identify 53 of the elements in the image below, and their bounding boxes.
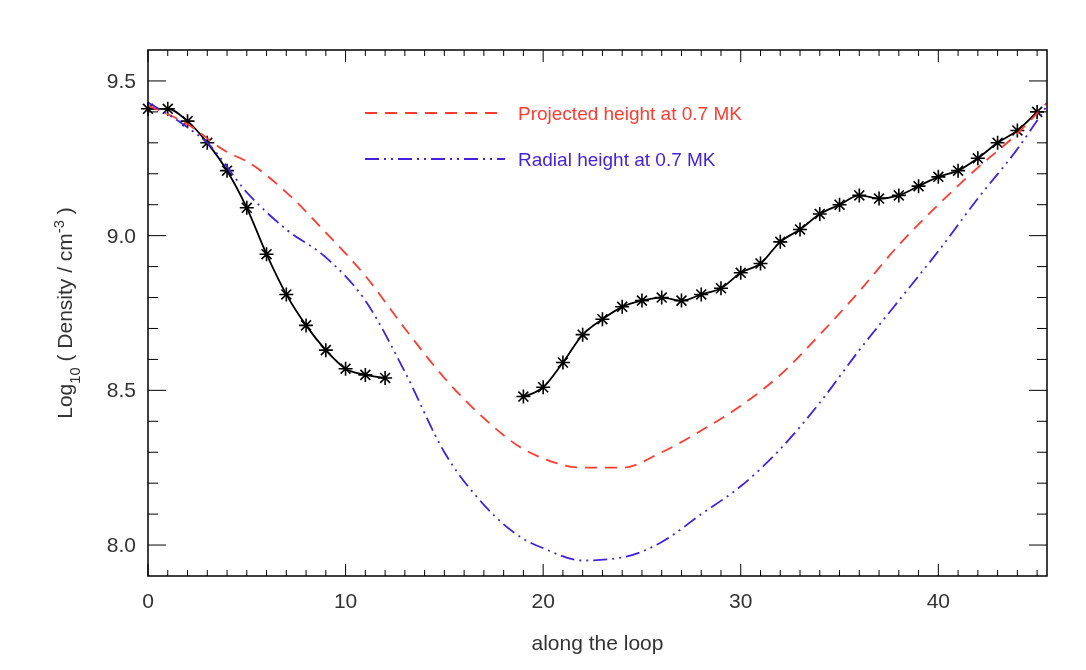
point bbox=[337, 360, 354, 377]
point bbox=[653, 289, 670, 306]
point bbox=[831, 196, 848, 213]
point bbox=[910, 178, 927, 194]
point bbox=[140, 100, 156, 117]
point bbox=[594, 311, 611, 327]
point bbox=[1009, 122, 1026, 139]
point bbox=[515, 388, 532, 405]
point bbox=[278, 286, 295, 303]
line-series bbox=[147, 101, 1048, 562]
point bbox=[792, 221, 808, 238]
text: Projected height at 0.7 MK bbox=[518, 103, 743, 124]
x-axis-title: along the loop bbox=[531, 631, 664, 654]
point bbox=[614, 299, 630, 315]
point bbox=[179, 113, 196, 129]
y-tick-label: 8.0 bbox=[106, 533, 136, 557]
point bbox=[891, 187, 907, 204]
point bbox=[298, 317, 314, 334]
y-tick-label: 9.5 bbox=[106, 68, 136, 92]
point bbox=[357, 367, 374, 383]
point bbox=[673, 292, 690, 309]
x-tick-label: 0 bbox=[142, 589, 154, 612]
point bbox=[970, 150, 986, 167]
point bbox=[752, 255, 769, 272]
x-tick-label: 20 bbox=[531, 589, 555, 612]
point bbox=[772, 234, 789, 250]
point bbox=[535, 379, 551, 396]
point bbox=[713, 280, 729, 297]
y-tick-label: 8.5 bbox=[106, 378, 136, 402]
point bbox=[318, 342, 334, 358]
point bbox=[693, 286, 710, 303]
point bbox=[950, 162, 966, 179]
point bbox=[732, 264, 749, 281]
point bbox=[258, 246, 275, 263]
y-tick-label: 9.0 bbox=[106, 223, 136, 247]
x-tick-label: 30 bbox=[729, 589, 753, 612]
point bbox=[238, 200, 255, 216]
point bbox=[199, 135, 216, 151]
point bbox=[851, 187, 868, 204]
point bbox=[989, 135, 1006, 151]
point bbox=[159, 100, 176, 117]
point bbox=[555, 354, 571, 371]
x-tick-label: 10 bbox=[333, 589, 358, 612]
point bbox=[930, 169, 947, 185]
point bbox=[377, 370, 393, 386]
x-tick-label: 40 bbox=[926, 589, 951, 612]
point bbox=[811, 206, 828, 222]
point bbox=[871, 190, 887, 207]
point bbox=[219, 162, 235, 179]
text: Radial height at 0.7 MK bbox=[518, 149, 716, 170]
point bbox=[574, 326, 591, 343]
line-series bbox=[147, 101, 1048, 469]
point bbox=[634, 292, 650, 309]
